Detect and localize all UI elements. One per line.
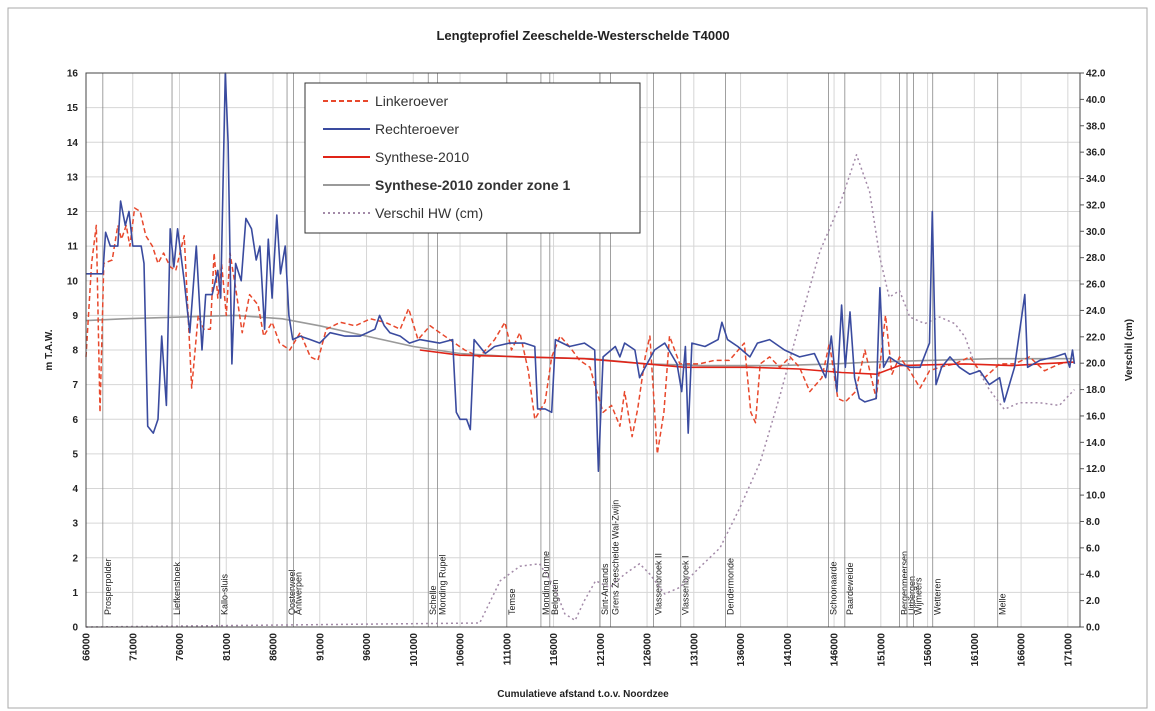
x-tick-label: 96000: [362, 633, 373, 661]
y2-tick-label: 28.0: [1086, 253, 1106, 264]
y-tick-label: 14: [67, 138, 79, 149]
y-tick-label: 2: [72, 553, 78, 564]
y-tick-label: 1: [72, 588, 78, 599]
landmark-label: Schoonaarde: [828, 561, 838, 615]
y2-tick-label: 12.0: [1086, 464, 1106, 475]
y2-tick-label: 30.0: [1086, 227, 1106, 238]
landmark-label: Bergenmeersen: [900, 551, 910, 615]
y-tick-label: 4: [72, 484, 78, 495]
x-tick-label: 136000: [736, 633, 747, 667]
y-tick-label: 5: [72, 449, 78, 460]
plot-border: [85, 72, 1081, 628]
legend-label: Synthese-2010: [375, 149, 469, 165]
landmark-label: Schelle: [428, 585, 438, 615]
y-tick-label: 13: [67, 172, 79, 183]
landmark-label: Paardeweide: [845, 562, 855, 615]
y-tick-label: 16: [67, 69, 79, 80]
y-tick-label: 10: [67, 276, 79, 287]
y-tick-label: 8: [72, 346, 78, 357]
x-tick-label: 111000: [502, 633, 513, 666]
x-tick-label: 66000: [82, 633, 93, 661]
landmark-label: Grens Zeeschelde Wal-Zwijn: [611, 500, 621, 615]
landmark-label: Sint-Amands: [600, 563, 610, 615]
x-axis-label: Cumulatieve afstand t.o.v. Noordzee: [497, 689, 669, 700]
landmark-label: Vlassenbroek I: [681, 555, 691, 615]
y-tick-label: 6: [72, 415, 78, 426]
x-tick-label: 126000: [643, 633, 654, 667]
y2-tick-label: 8.0: [1086, 517, 1100, 528]
landmark-label: Uitbergen: [907, 576, 917, 615]
y2-tick-label: 36.0: [1086, 148, 1106, 159]
y2-tick-label: 38.0: [1086, 121, 1106, 132]
legend-label: Verschil HW (cm): [375, 205, 483, 221]
landmark-label: Belgoten: [550, 579, 560, 615]
landmark-label: Monding Durme: [541, 551, 551, 615]
y2-tick-label: 16.0: [1086, 411, 1106, 422]
y2-tick-label: 24.0: [1086, 306, 1106, 317]
chart-title: Lengteprofiel Zeeschelde-Westerschelde T…: [436, 28, 729, 43]
x-tick-label: 151000: [876, 633, 887, 667]
y-tick-label: 3: [72, 519, 78, 530]
landmark-label: Kallo-sluis: [220, 573, 230, 615]
x-tick-label: 146000: [830, 633, 841, 667]
landmark-label: Dendermonde: [726, 558, 736, 615]
y-tick-label: 12: [67, 207, 79, 218]
y-tick-label: 11: [67, 242, 78, 253]
landmark-label: Wetteren: [933, 579, 943, 615]
x-tick-label: 141000: [783, 633, 794, 667]
y2-tick-label: 26.0: [1086, 280, 1106, 291]
y-tick-label: 15: [67, 103, 79, 114]
landmark-label: Melle: [998, 593, 1008, 615]
y2-tick-label: 4.0: [1086, 570, 1100, 581]
y2-tick-label: 22.0: [1086, 332, 1106, 343]
landmark-label: Antwerpen: [294, 572, 304, 615]
x-tick-label: 131000: [689, 633, 700, 667]
x-tick-label: 121000: [596, 633, 607, 667]
x-tick-label: 171000: [1063, 633, 1074, 667]
legend-label: Synthese-2010 zonder zone 1: [375, 177, 571, 193]
series-line: [86, 72, 1076, 472]
y2-tick-label: 42.0: [1086, 69, 1106, 80]
x-tick-label: 76000: [175, 633, 186, 661]
y-tick-label: 0: [72, 623, 78, 634]
landmark-label: Monding Rupel: [438, 554, 448, 615]
y2-tick-label: 18.0: [1086, 385, 1106, 396]
y2-tick-label: 6.0: [1086, 543, 1100, 554]
x-tick-label: 101000: [409, 633, 420, 667]
landmark-label: Prosperpolder: [103, 558, 113, 615]
x-tick-label: 161000: [970, 633, 981, 667]
y-tick-label: 7: [72, 380, 78, 391]
y2-tick-label: 20.0: [1086, 359, 1106, 370]
y-axis-label: m T.A.W.: [44, 329, 55, 370]
y2-tick-label: 14.0: [1086, 438, 1106, 449]
landmark-label: Oosterweel: [287, 569, 297, 615]
y2-tick-label: 32.0: [1086, 200, 1106, 211]
y2-tick-label: 34.0: [1086, 174, 1106, 185]
x-tick-label: 71000: [128, 633, 139, 661]
y-tick-label: 9: [72, 311, 78, 322]
landmark-label: Wijmeers: [914, 577, 924, 615]
x-tick-label: 91000: [315, 633, 326, 661]
x-tick-label: 86000: [269, 633, 280, 661]
landmark-label: Temse: [507, 588, 517, 615]
x-tick-label: 81000: [222, 633, 233, 661]
y2-tick-label: 0.0: [1086, 623, 1100, 634]
y2-tick-label: 40.0: [1086, 95, 1106, 106]
y2-tick-label: 10.0: [1086, 491, 1106, 502]
x-tick-label: 156000: [923, 633, 934, 667]
legend-label: Linkeroever: [375, 93, 448, 109]
landmark-label: Vlassenbroek II: [654, 553, 664, 615]
x-tick-label: 106000: [456, 633, 467, 667]
y2-tick-label: 2.0: [1086, 596, 1100, 607]
y2-axis-label: Verschil (cm): [1124, 319, 1135, 381]
x-tick-label: 116000: [549, 633, 560, 666]
legend-label: Rechteroever: [375, 121, 459, 137]
x-tick-label: 166000: [1017, 633, 1028, 667]
landmark-label: Liefkenshoek: [172, 561, 182, 615]
